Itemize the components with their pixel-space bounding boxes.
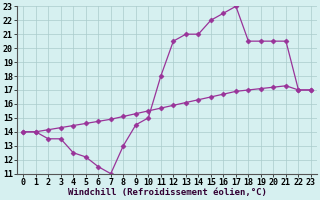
X-axis label: Windchill (Refroidissement éolien,°C): Windchill (Refroidissement éolien,°C) [68,188,267,197]
